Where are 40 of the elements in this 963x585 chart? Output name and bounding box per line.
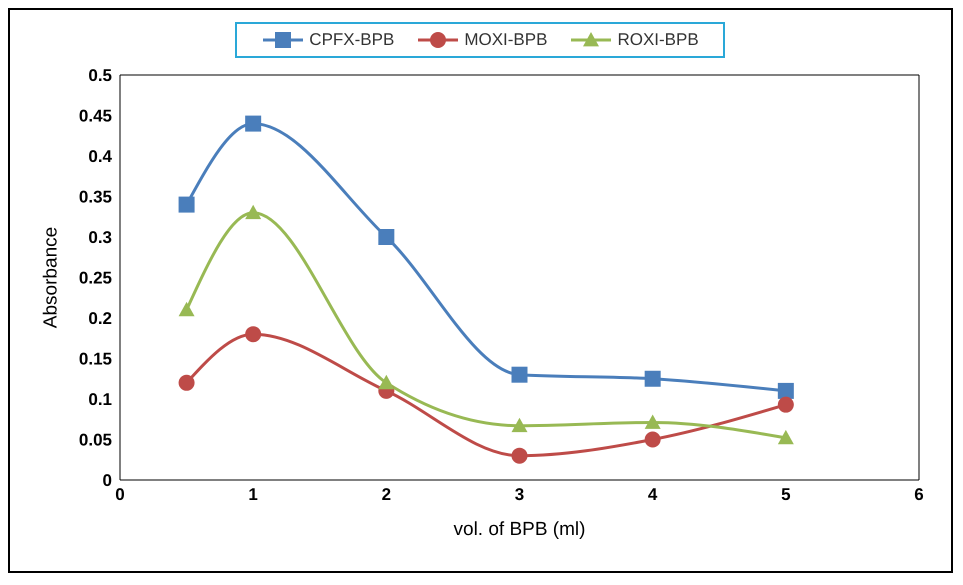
y-tick-label: 0.25: [78, 268, 112, 288]
y-tick-label: 0.05: [78, 430, 112, 450]
x-tick-label: 4: [648, 485, 658, 504]
y-tick-label: 0.1: [88, 390, 112, 410]
legend-label: CPFX-BPB: [308, 30, 394, 50]
point: [778, 396, 794, 413]
point: [512, 366, 528, 383]
point: [178, 196, 195, 213]
point: [245, 326, 262, 342]
legend-label: MOXI-BPB: [463, 30, 548, 50]
x-tick-label: 3: [514, 485, 524, 504]
x-axis-title: vol. of BPB (ml): [454, 519, 586, 540]
point: [644, 414, 661, 429]
y-axis-title: Absorbance: [40, 226, 62, 328]
point: [644, 432, 661, 448]
legend-label: ROXI-BPB: [616, 30, 699, 50]
x-tick-label: 2: [382, 485, 392, 504]
y-tick-label: 0.15: [78, 350, 112, 369]
y-tick-label: 0: [102, 471, 112, 490]
point: [778, 382, 794, 399]
point: [178, 302, 195, 316]
x-tick-label: 6: [914, 485, 924, 504]
x-tick-label: 0: [115, 485, 125, 504]
point: [245, 116, 262, 132]
y-tick-label: 0.2: [88, 309, 112, 328]
point: [245, 204, 262, 220]
point: [378, 229, 394, 245]
y-tick-label: 0.4: [88, 147, 113, 166]
point: [178, 374, 195, 391]
x-tick-label: 5: [781, 485, 791, 504]
y-tick-label: 0.3: [88, 228, 112, 248]
y-tick-label: 0.45: [78, 106, 112, 126]
point: [778, 430, 794, 444]
y-tick-label: 0.5: [88, 66, 112, 86]
point: [512, 448, 528, 464]
y-tick-label: 0.35: [78, 188, 112, 207]
point: [644, 370, 661, 387]
point: [378, 374, 394, 390]
point: [512, 418, 528, 432]
x-tick-label: 1: [248, 485, 258, 504]
